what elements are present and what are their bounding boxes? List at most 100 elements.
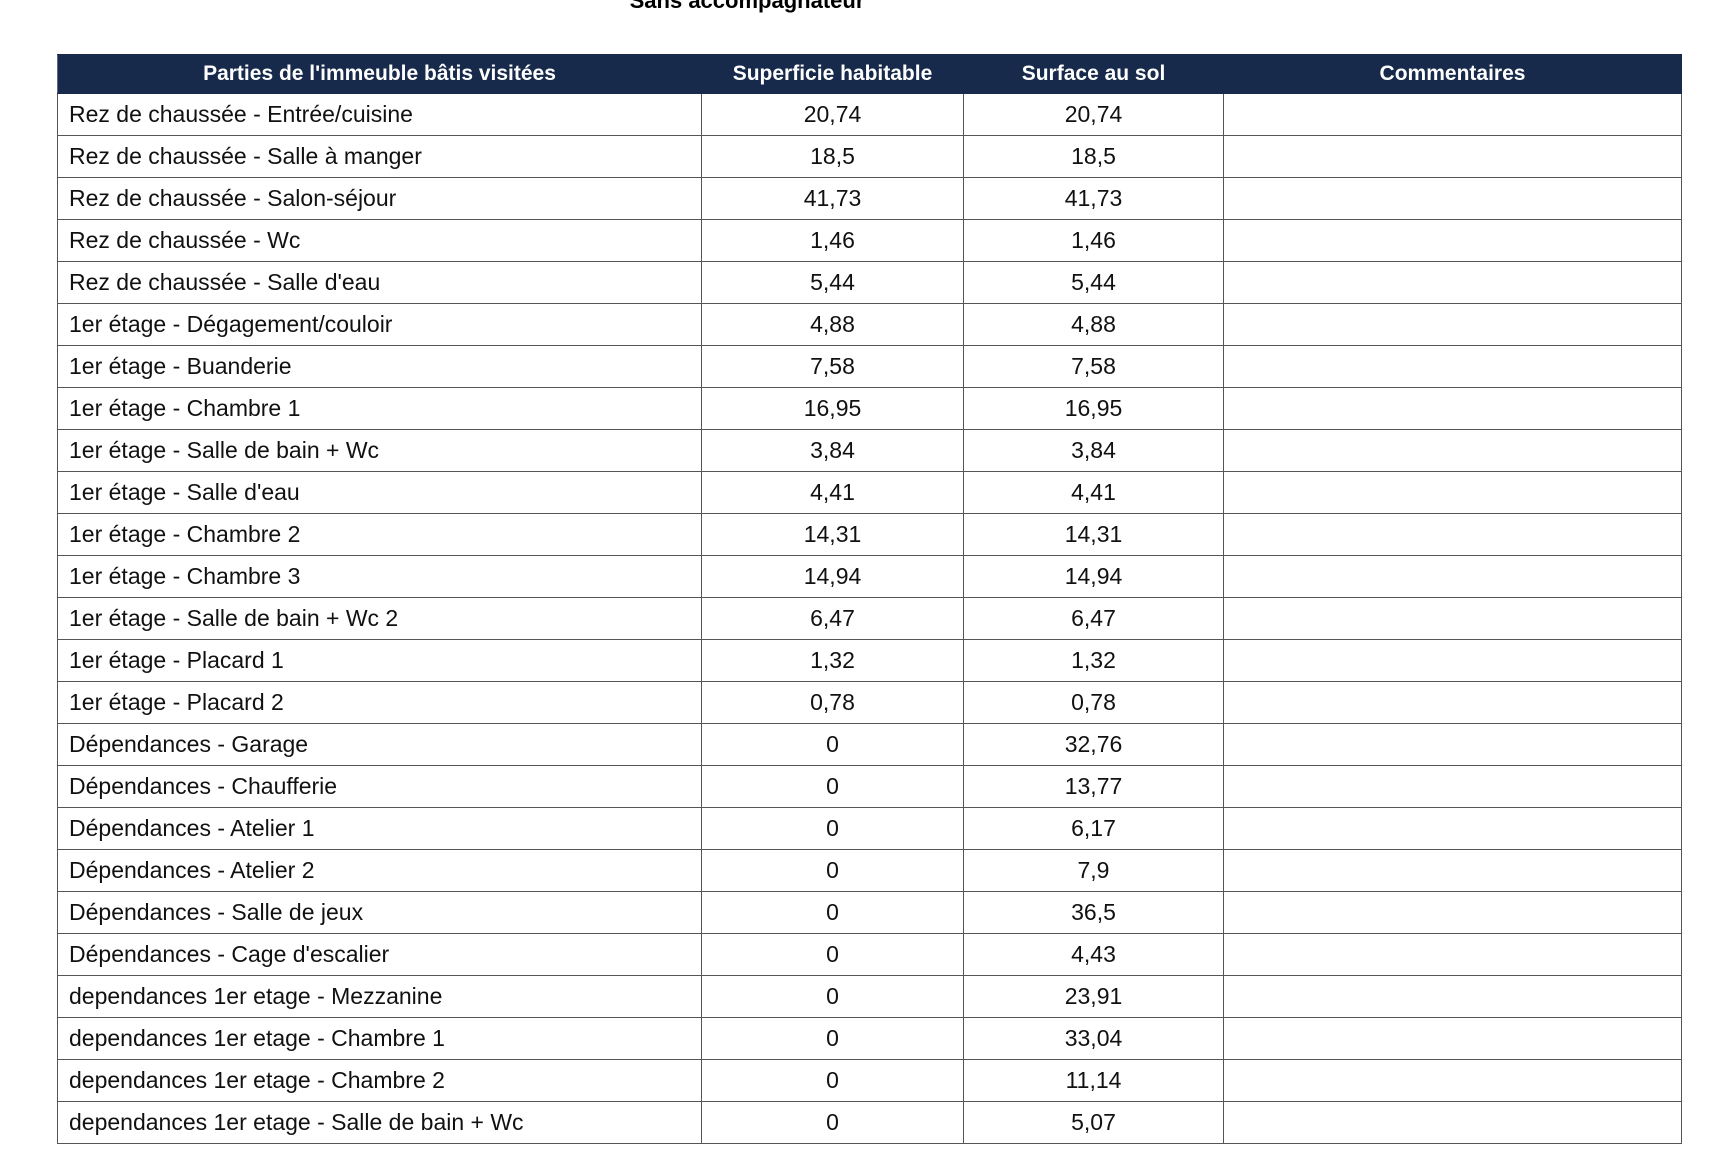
table-row: Dépendances - Cage d'escalier 0 4,43 [57,933,1682,976]
area-value: 41,73 [701,177,964,220]
comment-cell [1223,387,1682,430]
room-name: 1er étage - Salle de bain + Wc [57,429,702,472]
rooms-table: Parties de l'immeuble bâtis visitées Supe… [57,54,1682,1144]
room-name: 1er étage - Chambre 1 [57,387,702,430]
column-header: Superficie habitable [701,54,964,94]
comment-cell [1223,1059,1682,1102]
area-value: 0 [701,1059,964,1102]
comment-cell [1223,471,1682,514]
table-row: Dépendances - Garage 0 32,76 [57,723,1682,766]
comment-cell [1223,639,1682,682]
area-value: 0 [701,891,964,934]
room-name: Rez de chaussée - Salon-séjour [57,177,702,220]
area-value: 0 [701,933,964,976]
room-name: Rez de chaussée - Salle à manger [57,135,702,178]
area-value: 4,88 [701,303,964,346]
table-row: Dépendances - Atelier 2 0 7,9 [57,849,1682,892]
document-title: Sans accompagnateur [629,0,865,13]
area-value: 0 [701,723,964,766]
area-value: 0 [701,1017,964,1060]
comment-cell [1223,597,1682,640]
room-name: Dépendances - Atelier 1 [57,807,702,850]
area-value: 6,47 [701,597,964,640]
area-value: 0 [701,975,964,1018]
area-value: 5,44 [963,261,1224,304]
table-row: 1er étage - Buanderie 7,58 7,58 [57,345,1682,388]
table-row: Dépendances - Salle de jeux 0 36,5 [57,891,1682,934]
table-row: dependances 1er etage - Chambre 2 0 11,14 [57,1059,1682,1102]
table-row: Rez de chaussée - Salle à manger 18,5 18,5 [57,135,1682,178]
room-name: Rez de chaussée - Wc [57,219,702,262]
room-name: 1er étage - Placard 1 [57,639,702,682]
area-value: 36,5 [963,891,1224,934]
header-row: Parties de l'immeuble bâtis visitées Supe… [57,54,1682,94]
table-row: Rez de chaussée - Wc 1,46 1,46 [57,219,1682,262]
column-header: Parties de l'immeuble bâtis visitées [57,54,702,94]
comment-cell [1223,975,1682,1018]
comment-cell [1223,513,1682,556]
column-header: Surface au sol [963,54,1224,94]
area-value: 14,31 [963,513,1224,556]
area-value: 0,78 [701,681,964,724]
area-value: 3,84 [701,429,964,472]
table-row: 1er étage - Placard 1 1,32 1,32 [57,639,1682,682]
comment-cell [1223,345,1682,388]
comment-cell [1223,135,1682,178]
room-name: Dépendances - Chaufferie [57,765,702,808]
area-value: 11,14 [963,1059,1224,1102]
room-name: 1er étage - Dégagement/couloir [57,303,702,346]
area-value: 0 [701,849,964,892]
area-value: 5,07 [963,1101,1224,1144]
area-value: 0 [701,1101,964,1144]
room-name: 1er étage - Chambre 3 [57,555,702,598]
table-row: dependances 1er etage - Mezzanine 0 23,91 [57,975,1682,1018]
room-name: Rez de chaussée - Salle d'eau [57,261,702,304]
area-value: 0 [701,807,964,850]
area-value: 14,94 [963,555,1224,598]
area-value: 5,44 [701,261,964,304]
area-value: 0,78 [963,681,1224,724]
table-body: Rez de chaussée - Entrée/cuisine 20,74 20,… [57,93,1682,1144]
room-name: dependances 1er etage - Salle de bain + … [57,1101,702,1144]
area-value: 7,58 [963,345,1224,388]
comment-cell [1223,303,1682,346]
area-value: 18,5 [963,135,1224,178]
comment-cell [1223,1017,1682,1060]
area-value: 16,95 [963,387,1224,430]
table-row: 1er étage - Salle de bain + Wc 2 6,47 6,47 [57,597,1682,640]
area-value: 4,41 [701,471,964,514]
comment-cell [1223,261,1682,304]
room-name: Rez de chaussée - Entrée/cuisine [57,93,702,136]
comment-cell [1223,177,1682,220]
comment-cell [1223,429,1682,472]
room-name: 1er étage - Salle d'eau [57,471,702,514]
area-value: 16,95 [701,387,964,430]
comment-cell [1223,807,1682,850]
area-value: 1,46 [963,219,1224,262]
area-value: 7,9 [963,849,1224,892]
comment-cell [1223,723,1682,766]
column-header: Commentaires [1223,54,1682,94]
area-value: 4,41 [963,471,1224,514]
table-row: Rez de chaussée - Salon-séjour 41,73 41,73 [57,177,1682,220]
table-row: dependances 1er etage - Salle de bain + … [57,1101,1682,1144]
area-value: 13,77 [963,765,1224,808]
comment-cell [1223,681,1682,724]
table-row: 1er étage - Dégagement/couloir 4,88 4,88 [57,303,1682,346]
table-row: 1er étage - Placard 2 0,78 0,78 [57,681,1682,724]
room-name: dependances 1er etage - Mezzanine [57,975,702,1018]
comment-cell [1223,93,1682,136]
table-row: 1er étage - Chambre 1 16,95 16,95 [57,387,1682,430]
area-value: 6,17 [963,807,1224,850]
area-value: 20,74 [701,93,964,136]
area-value: 1,46 [701,219,964,262]
area-value: 14,31 [701,513,964,556]
room-name: dependances 1er etage - Chambre 1 [57,1017,702,1060]
area-value: 0 [701,765,964,808]
area-value: 1,32 [963,639,1224,682]
room-name: 1er étage - Placard 2 [57,681,702,724]
area-value: 7,58 [701,345,964,388]
area-value: 4,88 [963,303,1224,346]
area-value: 20,74 [963,93,1224,136]
